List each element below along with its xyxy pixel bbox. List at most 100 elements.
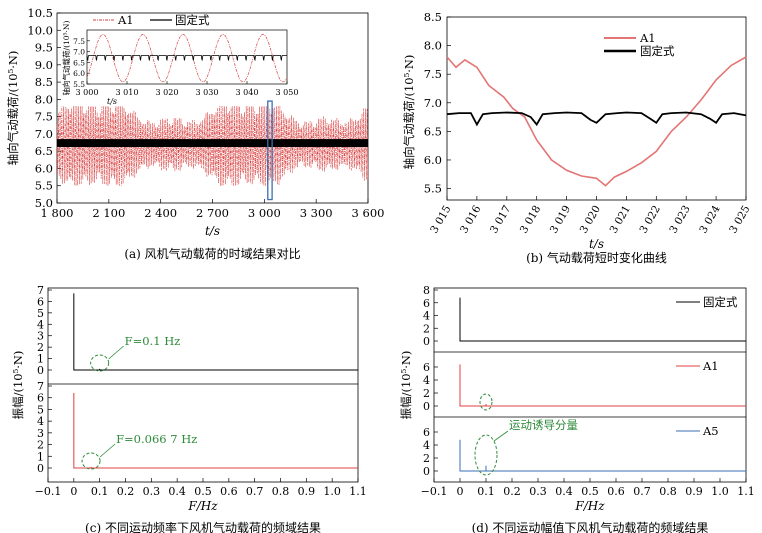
chart-c-ytick-label: 0 xyxy=(37,364,44,377)
chart-a-xtick-label: 2 400 xyxy=(144,206,177,220)
chart-d-frame xyxy=(433,287,747,483)
chart-c-spectrum-0 xyxy=(73,293,358,371)
chart-b-xtick-label: 3 021 xyxy=(608,204,633,236)
chart-c-ytick-label: 7 xyxy=(37,284,44,297)
chart-a-ytick-label: 10.5 xyxy=(27,6,53,20)
chart-c-ytick-label: 7 xyxy=(37,380,44,393)
chart-a-ytick-label: 8.5 xyxy=(35,75,53,89)
chart-c-annotation-leader xyxy=(108,345,124,360)
chart-c-caption: (c) 不同运动频率下风机气动载荷的频域结果 xyxy=(85,520,321,533)
chart-c-ytick-label: 5 xyxy=(37,307,44,320)
chart-b-legend-A1: A1 xyxy=(639,31,656,45)
chart-c-xtick-label: 0.3 xyxy=(143,485,161,498)
chart-b-frame xyxy=(446,16,747,201)
chart-a-xtick-label: 1 800 xyxy=(41,206,74,220)
chart-d-spectrum-0 xyxy=(459,297,746,342)
chart-c-annotation-leader xyxy=(99,443,116,458)
chart-a-caption: (a) 风机气动载荷的时域结果对比 xyxy=(124,246,300,261)
chart-a-legend-A1: A1 xyxy=(117,13,134,27)
chart-b-caption: (b) 气动载荷短时变化曲线 xyxy=(526,250,667,265)
chart-b-ytick-label: 7.0 xyxy=(424,96,442,110)
chart-d-ytick-label: 2 xyxy=(423,452,430,465)
chart-a-xtick-label: 3 300 xyxy=(300,206,333,220)
chart-c-ylabel: 振幅/(10⁵·N) xyxy=(11,351,25,420)
chart-a-inset-xlabel: t/s xyxy=(107,97,117,106)
chart-d-ytick-label: 0 xyxy=(423,335,430,348)
chart-b-xtick-label: 3 015 xyxy=(428,204,453,236)
chart-b-xtick-label: 3 023 xyxy=(667,204,692,236)
chart-d-ytick-label: 2 xyxy=(423,387,430,400)
chart-d-spectrum-1 xyxy=(459,364,746,407)
chart-d-legend-1: A1 xyxy=(702,359,719,373)
chart-a-ytick-label: 7.5 xyxy=(35,110,53,124)
chart-a-inset-xtick-label: 3 030 xyxy=(196,88,219,97)
chart-a-series-fixed xyxy=(57,139,368,148)
chart-c-ytick-label: 5 xyxy=(37,403,44,416)
chart-b-xtick-label: 3 018 xyxy=(518,204,543,236)
chart-a-inset-ytick-label: 7.5 xyxy=(73,37,85,46)
chart-a-ytick-label: 8.0 xyxy=(35,92,53,106)
chart-d-ytick-label: 6 xyxy=(423,361,430,374)
chart-d-annotation-label: 运动诱导分量 xyxy=(509,418,578,432)
chart-b-series-A1 xyxy=(446,56,747,187)
chart-c-frame xyxy=(47,287,359,483)
chart-d-xlabel: F/Hz xyxy=(574,499,605,513)
chart-a-xtick-label: 2 700 xyxy=(196,206,229,220)
chart-c-ytick-label: 6 xyxy=(37,295,44,308)
chart-a-inset-frame xyxy=(86,29,288,85)
chart-d-ylabel: 振幅/(10⁵·N) xyxy=(399,351,413,420)
chart-b-xtick-label: 3 025 xyxy=(727,204,752,236)
chart-c-spectrum-1 xyxy=(73,393,358,469)
chart-d-xtick-label: 0.7 xyxy=(633,485,651,498)
chart-c-ytick-label: 6 xyxy=(37,392,44,405)
chart-c-ytick-label: 3 xyxy=(37,330,44,343)
chart-a-ytick-label: 5.0 xyxy=(35,196,53,210)
chart-d-xtick-label: 1.1 xyxy=(737,485,755,498)
chart-b-ytick-label: 6.5 xyxy=(424,124,442,138)
chart-a-xtick-label: 3 000 xyxy=(248,206,281,220)
chart-b-xlabel: t/s xyxy=(589,237,604,251)
chart-d-xtick-label: 0.2 xyxy=(503,485,521,498)
chart-a-ytick-label: 5.5 xyxy=(35,179,53,193)
chart-c-xtick-label: 0.2 xyxy=(117,485,135,498)
chart-a-inset-ylabel: 轴向气动载荷/(10⁵·N) xyxy=(61,20,71,95)
chart-c-ytick-label: 0 xyxy=(37,462,44,475)
chart-c-xtick-label: 0.8 xyxy=(272,485,290,498)
chart-b-ytick-label: 6.0 xyxy=(424,153,442,167)
chart-a-ytick-label: 9.5 xyxy=(35,41,53,55)
chart-d-annotation-ellipse-small xyxy=(479,393,493,411)
chart-d-ytick-label: 0 xyxy=(423,400,430,413)
chart-d-xtick-label: 0.5 xyxy=(581,485,599,498)
chart-d-xtick-label: −0.1 xyxy=(421,485,448,498)
chart-a-ytick-label: 10.0 xyxy=(27,23,53,37)
chart-b-series-fixed xyxy=(446,111,747,127)
chart-b-ytick-label: 8.5 xyxy=(424,10,442,24)
chart-a-highlight-box xyxy=(267,100,273,201)
chart-c-xtick-label: −0.1 xyxy=(35,485,62,498)
chart-c-xtick-label: 0 xyxy=(70,485,77,498)
chart-d-xtick-label: 0.6 xyxy=(607,485,625,498)
chart-d-annotation-leader xyxy=(493,430,509,442)
chart-d-xtick-label: 0.9 xyxy=(685,485,703,498)
chart-d-caption: (d) 不同运动幅值下风机气动载荷的频域结果 xyxy=(472,520,709,533)
chart-a-inset-series-fixed xyxy=(86,55,287,62)
chart-c-annotation-ellipse xyxy=(81,452,101,470)
chart-d-ytick-label: 4 xyxy=(423,374,430,387)
chart-a-ytick-label: 6.0 xyxy=(35,161,53,175)
chart-a-inset-xtick-label: 3 000 xyxy=(76,88,99,97)
chart-c-annotation-ellipse xyxy=(90,354,110,372)
chart-d-xtick-label: 1.0 xyxy=(711,485,729,498)
chart-c-ytick-label: 4 xyxy=(37,415,44,428)
chart-b-xtick-label: 3 019 xyxy=(548,204,573,236)
chart-c-xlabel: F/Hz xyxy=(187,499,218,513)
chart-a-series-A1 xyxy=(56,106,369,186)
chart-c-xtick-label: 0.1 xyxy=(91,485,109,498)
chart-c-xtick-label: 0.6 xyxy=(220,485,238,498)
chart-b-xtick-label: 3 016 xyxy=(458,203,484,235)
chart-b-ytick-label: 8.0 xyxy=(424,39,442,53)
chart-b-xtick-label: 3 020 xyxy=(578,204,603,236)
chart-a-ytick-label: 6.5 xyxy=(35,144,53,158)
chart-b-xtick-label: 3 024 xyxy=(697,203,723,235)
chart-c-annotation-label: F=0.066 7 Hz xyxy=(116,432,197,446)
